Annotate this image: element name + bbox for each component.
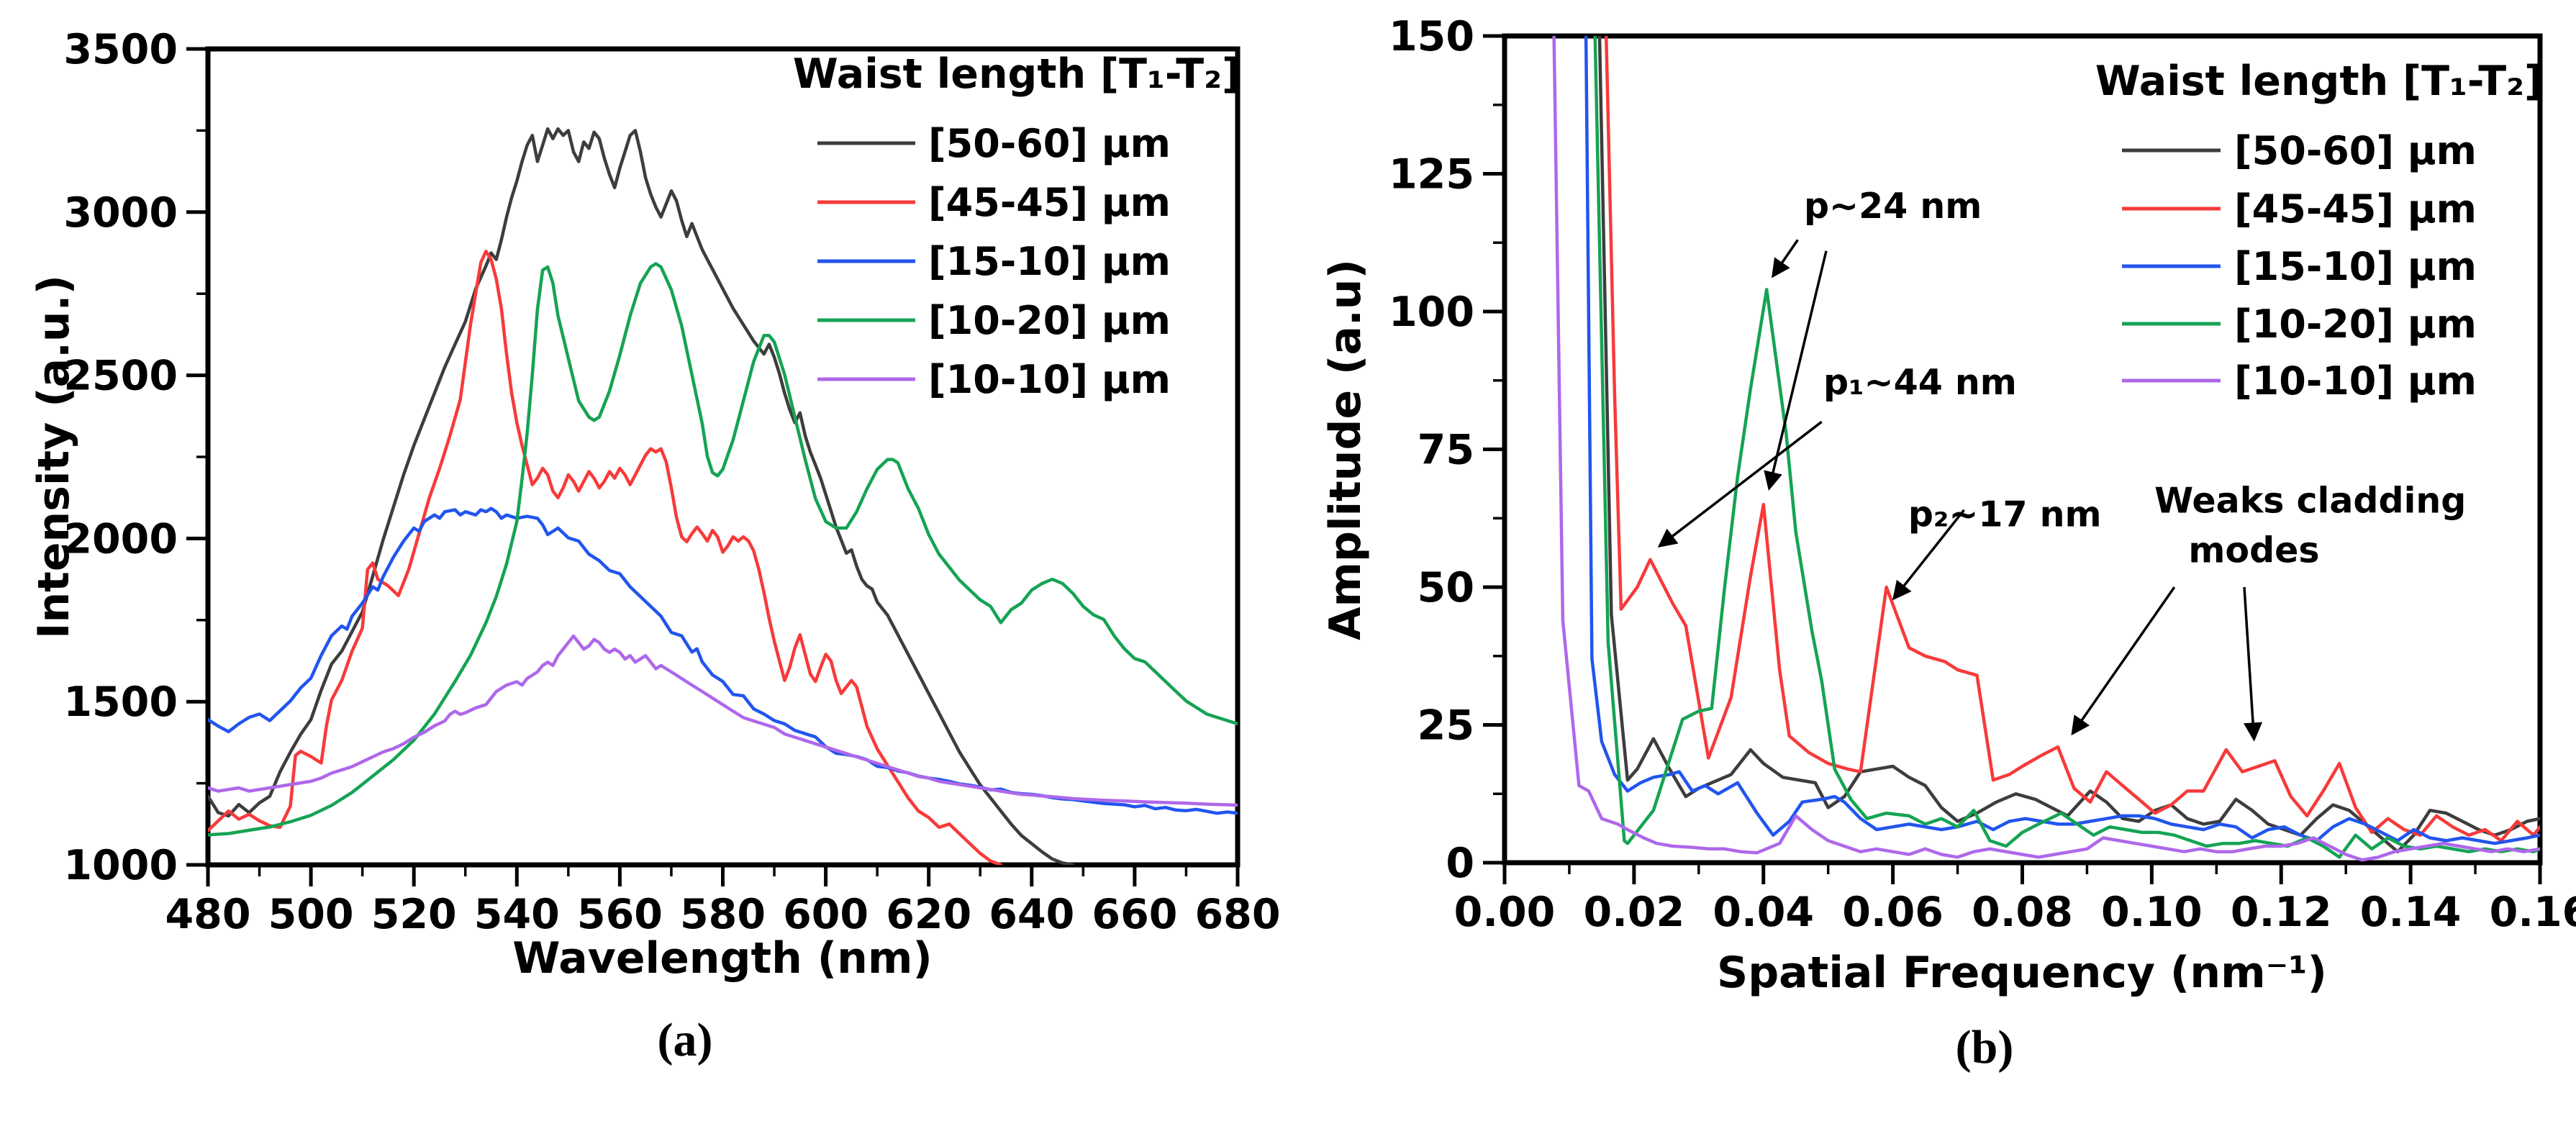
panel-b-caption: (b) <box>1955 1021 2014 1074</box>
x-tick-label: 620 <box>886 891 971 938</box>
series-blue <box>1584 36 2540 845</box>
x-tick-label: 520 <box>371 891 457 938</box>
legend-item-label: [15-10] μm <box>2234 244 2477 289</box>
legend-item-label: [50-60] μm <box>928 121 1171 166</box>
plot-frame <box>205 46 1241 868</box>
legend-title: Waist length [T₁-T₂] <box>2095 58 2543 105</box>
x-tick-label: 680 <box>1195 891 1281 938</box>
legend-item-label: [10-10] μm <box>2234 358 2477 404</box>
x-tick-label: 0.14 <box>2360 889 2462 936</box>
x-tick-label: 580 <box>680 891 766 938</box>
chart-a-emission-spectra: 480 500 520 540 560 580 600 620 640 660 680 1000 150… <box>29 26 1281 984</box>
x-tick-label: 0.10 <box>2101 889 2203 936</box>
y-axis-label: Intensity (a.u.) <box>29 275 79 639</box>
x-tick-label: 0.02 <box>1584 889 1685 936</box>
y-axis-label: Amplitude (a.u) <box>1320 259 1371 640</box>
annotation-arrow-weak-cladding-modes <box>2243 586 2263 742</box>
series-purple <box>1552 36 2540 862</box>
y-tick-label: 25 <box>1418 702 1474 750</box>
y-tick-label: 1000 <box>63 842 178 889</box>
legend-item-label: [50-60] μm <box>2234 128 2477 173</box>
x-tick-label: 480 <box>165 891 251 938</box>
y-tick-label: 50 <box>1418 564 1474 612</box>
legend-item-label: [15-10] μm <box>928 239 1171 284</box>
y-tick-label: 0 <box>1446 840 1474 887</box>
legend-item-label: [10-10] μm <box>928 357 1171 402</box>
y-tick-label: 75 <box>1418 427 1474 474</box>
legend-item-label: [45-45] μm <box>2234 186 2477 232</box>
x-tick-label: 500 <box>268 891 354 938</box>
legend-item-label: [10-20] μm <box>928 298 1171 343</box>
y-tick-label: 2500 <box>63 353 178 400</box>
series-black <box>208 127 1075 865</box>
series-red <box>208 249 1003 865</box>
x-axis-label: Spatial Frequency (nm⁻¹) <box>1717 948 2327 998</box>
annotation-arrow-weak-cladding-modes <box>2071 586 2176 736</box>
annotation-text-p-24nm: p~24 nm <box>1804 186 1982 227</box>
y-tick-label: 3500 <box>63 26 178 73</box>
x-tick-label: 0.00 <box>1454 889 1556 936</box>
annotation-arrow-p1-44nm <box>1657 420 1823 548</box>
series-green <box>208 262 1238 837</box>
x-tick-label: 0.16 <box>2490 889 2576 936</box>
panel-a-caption: (a) <box>657 1014 713 1066</box>
annotation-arrow-p-24nm <box>1764 250 1828 491</box>
x-tick-label: 0.04 <box>1713 889 1814 936</box>
x-tick-label: 640 <box>989 891 1074 938</box>
annotation-text-p1-44nm: p₁~44 nm <box>1823 362 2017 403</box>
x-tick-label: 540 <box>474 891 560 938</box>
series-red <box>1604 36 2540 843</box>
x-tick-label: 560 <box>577 891 663 938</box>
plot-frame <box>1502 33 2543 866</box>
y-tick-label: 2000 <box>63 515 178 563</box>
annotation-text-weak-cladding-modes: modes <box>2188 530 2319 571</box>
legend-title: Waist length [T₁-T₂] <box>793 50 1241 98</box>
x-tick-label: 0.08 <box>1972 889 2073 936</box>
series-blue <box>208 507 1238 815</box>
y-tick-label: 100 <box>1389 289 1474 336</box>
annotation-text-weak-cladding-modes: Weaks cladding <box>2154 481 2466 522</box>
legend-item-label: [45-45] μm <box>928 180 1171 225</box>
y-tick-label: 125 <box>1389 151 1474 199</box>
series-purple <box>208 634 1238 807</box>
x-tick-label: 660 <box>1092 891 1177 938</box>
annotation-arrow-p-24nm <box>1772 239 1799 278</box>
annotation-text-p2-17nm: p₂~17 nm <box>1908 494 2102 535</box>
annotation-arrow-p2-17nm <box>1892 509 1965 601</box>
y-tick-label: 150 <box>1389 13 1474 60</box>
x-tick-label: 0.12 <box>2231 889 2332 936</box>
x-tick-label: 600 <box>783 891 869 938</box>
chart-b-fft-spatial-frequency: 0.00 0.02 0.04 0.06 0.08 0.10 0.12 0.14 0.16 0 25 5… <box>1320 13 2576 998</box>
legend-item-label: [10-20] μm <box>2234 301 2477 347</box>
x-axis-label: Wavelength (nm) <box>512 933 933 984</box>
series-green <box>1593 36 2540 859</box>
y-tick-label: 1500 <box>63 679 178 726</box>
x-tick-label: 0.06 <box>1842 889 1944 936</box>
y-tick-label: 3000 <box>63 189 178 237</box>
